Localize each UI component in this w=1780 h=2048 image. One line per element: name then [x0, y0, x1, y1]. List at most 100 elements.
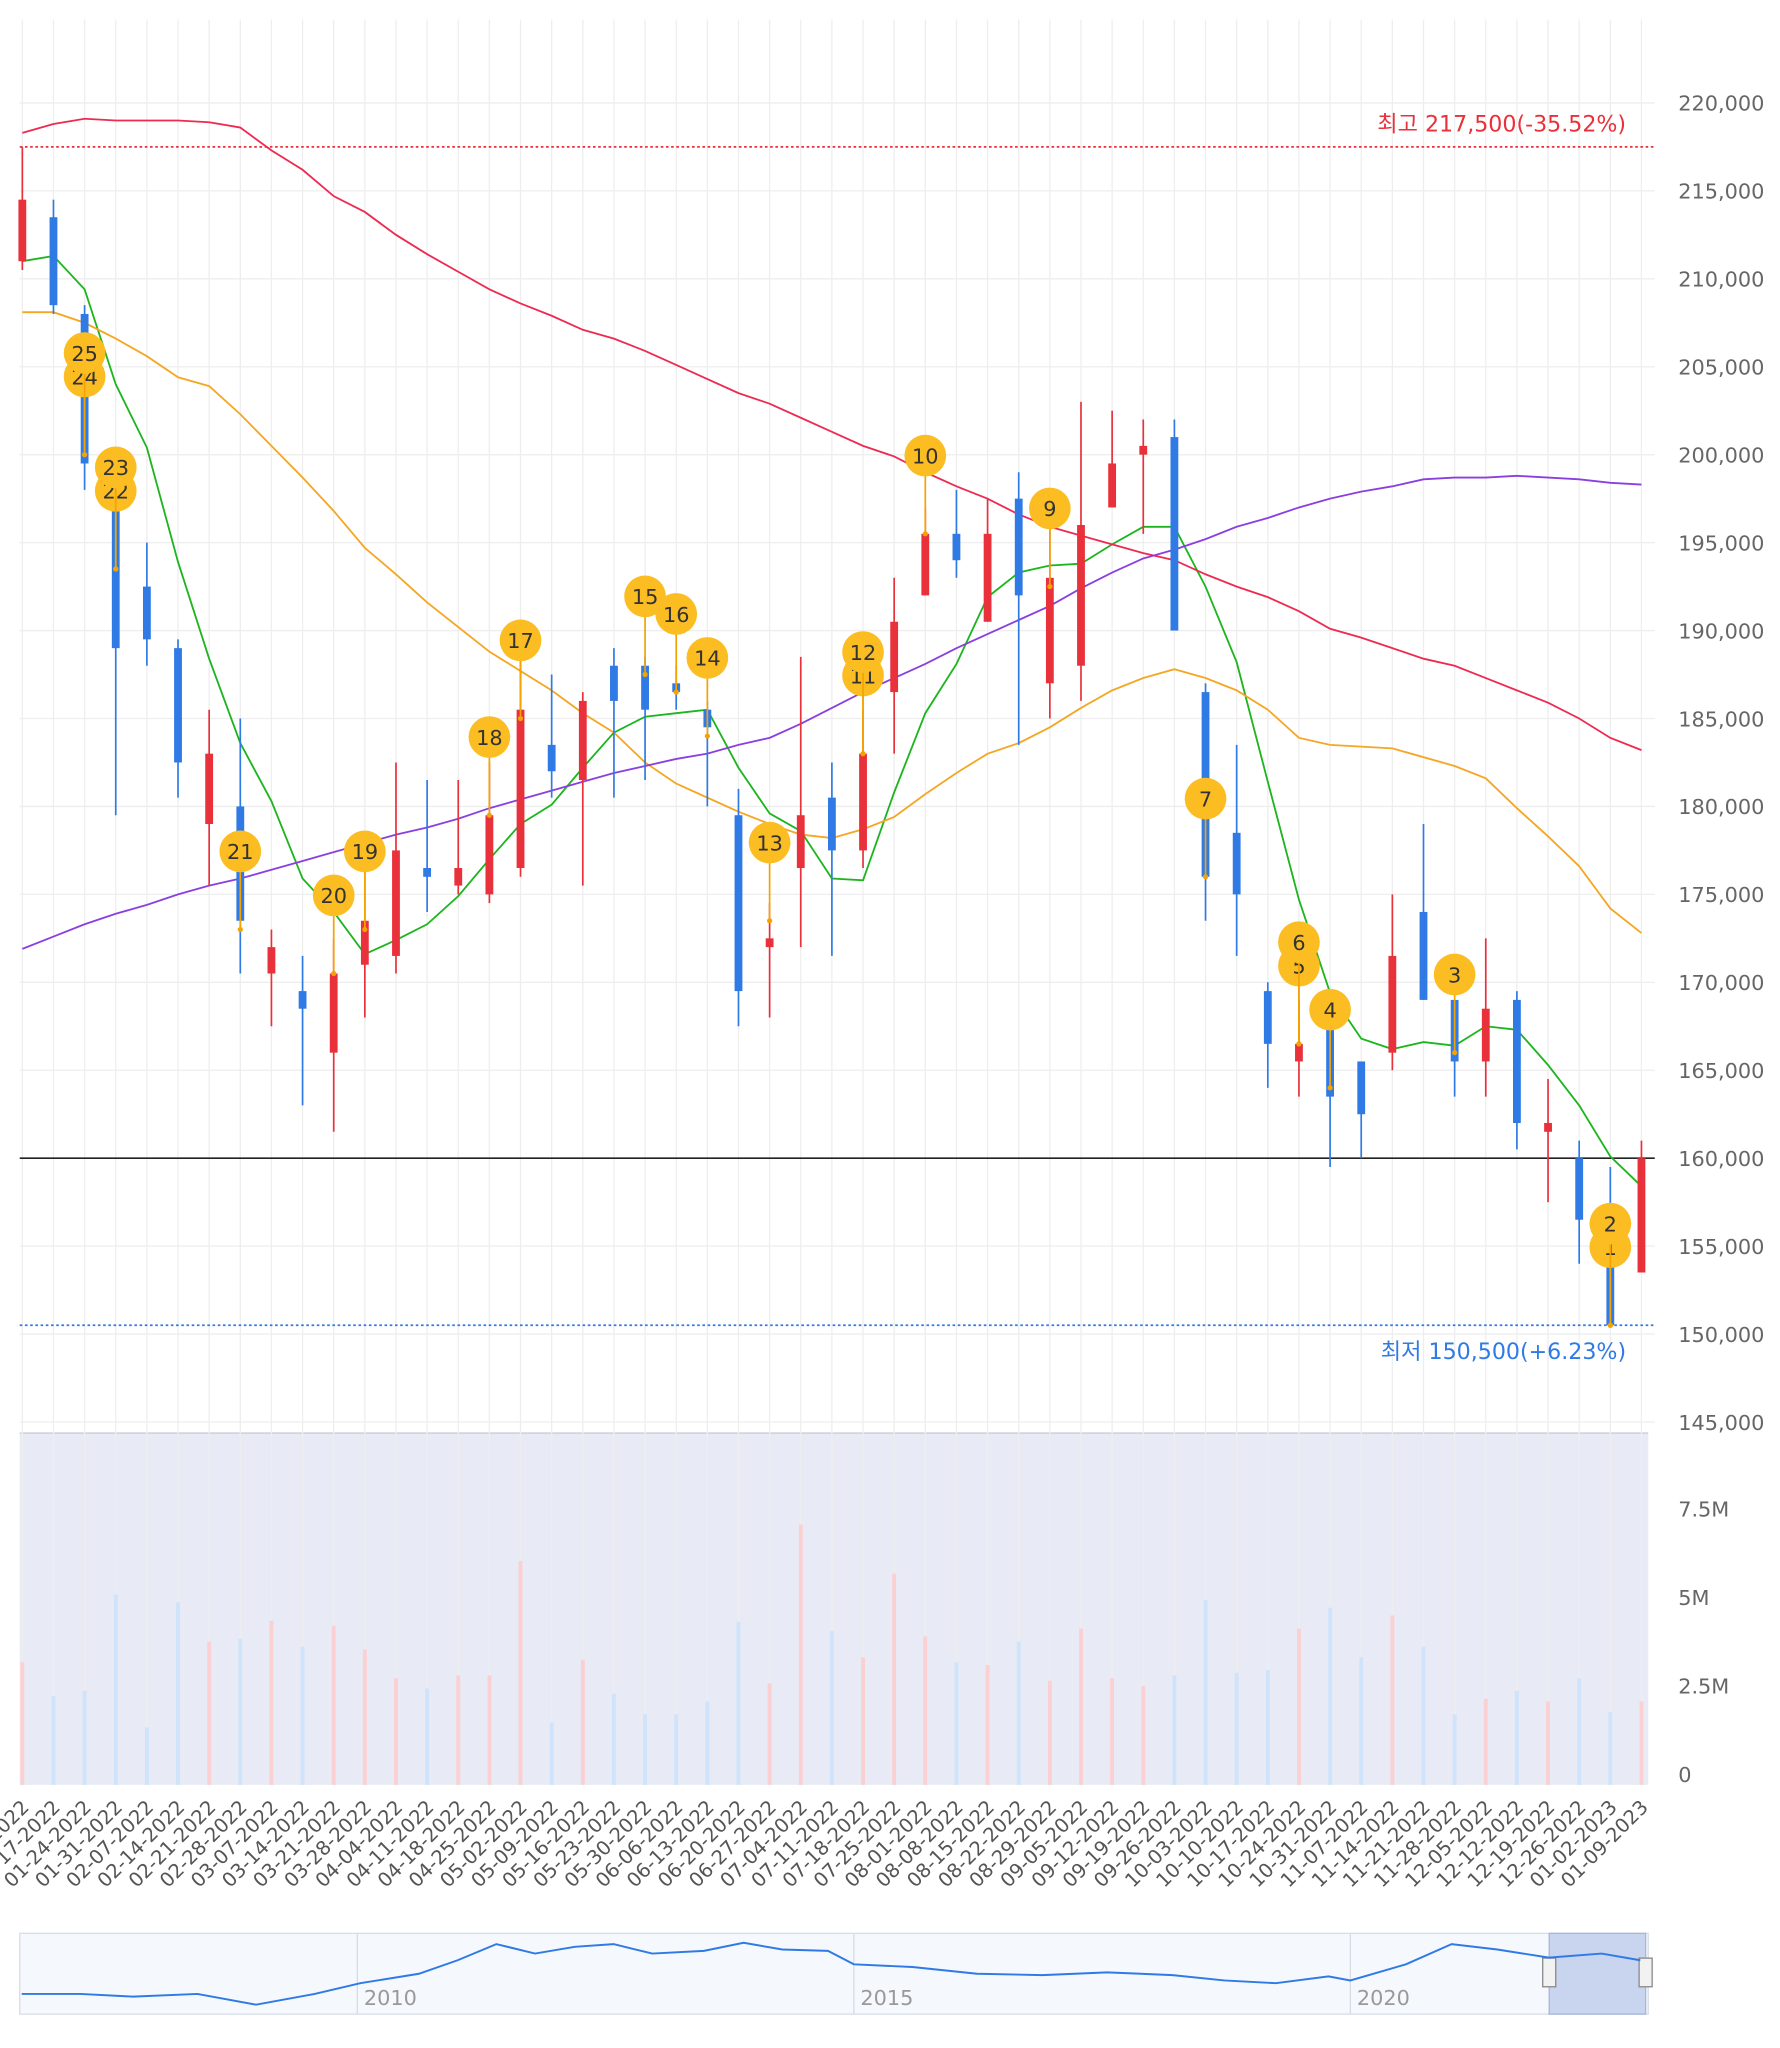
marker: [655, 593, 698, 635]
marker: [219, 830, 262, 873]
candle-body: [485, 815, 494, 895]
candle-body: [983, 533, 992, 622]
marker: [904, 434, 947, 477]
candle-body: [1232, 832, 1241, 895]
candle-body: [1014, 498, 1023, 596]
candle-body: [142, 586, 151, 640]
y-tick-label: 170,000: [1678, 971, 1764, 995]
volume-bar: [1421, 1646, 1426, 1785]
volume-bar: [861, 1657, 865, 1785]
marker: [63, 332, 106, 374]
y-tick-label: 215,000: [1678, 180, 1764, 204]
navigator-handle[interactable]: [1542, 1957, 1557, 1988]
marker: [624, 575, 666, 618]
volume-bar: [51, 1696, 56, 1785]
candle-body: [1295, 1043, 1303, 1062]
y-tick-label: 155,000: [1678, 1235, 1764, 1259]
marker-label: 23: [102, 456, 129, 480]
plot: 145,000 150,000 155,000 160,000 165,000 170,0…: [0, 19, 1764, 2015]
y-tick-label: 185,000: [1678, 707, 1764, 731]
candle-body: [516, 709, 525, 868]
candle-body: [1045, 577, 1054, 684]
marker-point: [1327, 1085, 1333, 1091]
min-label: 최저 150,500(+6.23%): [1381, 1339, 1626, 1365]
volume-bar: [425, 1688, 430, 1785]
candle-body: [1544, 1123, 1552, 1132]
marker-point: [113, 566, 119, 572]
volume-bar: [736, 1621, 741, 1785]
candle-body: [859, 753, 867, 851]
candle-body: [111, 498, 120, 649]
candle-body: [1388, 955, 1397, 1053]
candle-body: [1575, 1158, 1584, 1220]
marker: [94, 446, 137, 489]
candle-body: [1419, 911, 1428, 1000]
candle-body: [267, 947, 276, 974]
marker: [1029, 487, 1071, 530]
y-tick-label: 165,000: [1678, 1059, 1764, 1083]
candle-body: [578, 700, 587, 781]
volume-bar: [1328, 1607, 1333, 1785]
marker-point: [486, 812, 492, 818]
volume-tick-label: 7.5M: [1678, 1497, 1729, 1521]
volume-bar: [923, 1636, 928, 1785]
volume-bar: [1639, 1701, 1644, 1785]
volume-bar: [144, 1727, 149, 1785]
marker-point: [1202, 874, 1209, 880]
candle-body: [1481, 1008, 1490, 1062]
volume-tick-label: 2.5M: [1678, 1675, 1729, 1699]
candle-body: [1108, 463, 1117, 508]
marker: [842, 631, 884, 673]
navigator-selection[interactable]: [1548, 1932, 1647, 2015]
volume-bar: [705, 1701, 710, 1785]
marker-label: 17: [507, 629, 534, 653]
volume-bar: [1203, 1599, 1208, 1785]
y-tick-label: 175,000: [1678, 883, 1764, 907]
navigator-tick-label: 2015: [860, 1986, 913, 2010]
volume-bar: [954, 1662, 959, 1785]
marker-label: 7: [1199, 787, 1212, 811]
volume-bar: [113, 1594, 118, 1785]
candle-body: [734, 815, 743, 992]
y-tick-label: 145,000: [1678, 1411, 1764, 1435]
volume-bar: [394, 1678, 398, 1785]
marker-label: 3: [1448, 963, 1461, 987]
marker: [1433, 953, 1476, 996]
volume-bar: [1265, 1670, 1270, 1785]
candle-body: [1263, 991, 1272, 1044]
marker-label: 15: [632, 585, 659, 609]
candle-body: [174, 648, 182, 763]
marker: [748, 821, 791, 864]
marker-label: 16: [663, 603, 690, 627]
volume-bar: [518, 1560, 523, 1785]
marker-point: [82, 452, 88, 458]
volume-bar: [1546, 1701, 1550, 1785]
marker: [499, 619, 542, 662]
y-tick-label: 180,000: [1678, 795, 1764, 819]
marker-point: [767, 918, 773, 924]
candle-body: [454, 867, 463, 886]
volume-bar: [1483, 1698, 1488, 1785]
navigator-handle[interactable]: [1638, 1957, 1653, 1988]
volume-bar: [456, 1675, 461, 1785]
moving-average-line: [22, 117, 1642, 751]
candle-body: [610, 665, 618, 701]
volume-bar: [1514, 1690, 1519, 1785]
navigator-line: [21, 1941, 1641, 2006]
candle-body: [641, 665, 649, 710]
volume-bar: [238, 1638, 243, 1785]
candle-body: [205, 753, 214, 825]
candle-body: [921, 533, 930, 596]
volume-bar: [1390, 1615, 1395, 1785]
volume-pane: [19, 1433, 1649, 1785]
moving-average-line: [22, 474, 1642, 950]
volume-bar: [82, 1690, 87, 1785]
marker-label: 12: [850, 641, 877, 665]
volume-bar: [611, 1693, 616, 1785]
volume-bar: [487, 1675, 492, 1785]
marker-label: 14: [694, 647, 721, 671]
volume-bar: [1047, 1680, 1052, 1785]
candle-body: [827, 797, 836, 851]
volume-tick-label: 5M: [1678, 1586, 1709, 1610]
